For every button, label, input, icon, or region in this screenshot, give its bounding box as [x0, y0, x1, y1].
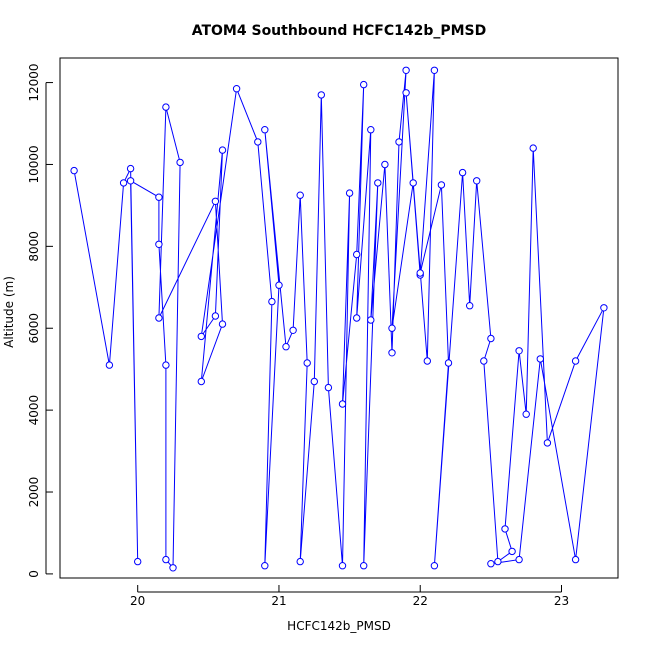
data-point [176, 158, 184, 167]
data-point [487, 560, 495, 568]
data-point [197, 377, 206, 386]
data-point [296, 557, 304, 566]
data-point [402, 66, 410, 75]
x-tick-label: 21 [271, 594, 286, 608]
data-point [338, 562, 347, 570]
data-point [388, 324, 396, 332]
data-point [324, 383, 333, 392]
data-point [571, 555, 580, 564]
data-point [381, 160, 389, 169]
data-point [169, 564, 177, 572]
data-point [409, 179, 417, 187]
data-point [155, 240, 163, 249]
data-point [310, 377, 318, 386]
data-point [345, 189, 354, 197]
data-point [600, 304, 608, 312]
data-point [282, 343, 290, 351]
data-point [211, 197, 220, 206]
data-point [105, 361, 114, 369]
data-point [211, 312, 220, 320]
data-point [487, 334, 495, 343]
y-tick-label: 2000 [27, 477, 41, 508]
data-point [162, 361, 170, 369]
chart-title: ATOM4 Southbound HCFC142b_PMSD [192, 23, 487, 39]
data-point [501, 525, 509, 533]
series-points [70, 66, 608, 572]
y-tick-label: 12000 [27, 63, 41, 101]
data-point [374, 179, 382, 187]
x-tick-label: 22 [413, 594, 428, 608]
data-point [430, 66, 439, 75]
data-point [218, 146, 227, 154]
data-point [254, 138, 262, 146]
data-point [571, 357, 580, 365]
y-tick-label: 8000 [27, 231, 41, 262]
data-point [155, 314, 163, 322]
data-point [473, 177, 481, 185]
data-point [317, 91, 325, 99]
data-point [494, 557, 502, 566]
data-point [367, 126, 375, 134]
data-point [367, 316, 375, 324]
data-point [508, 547, 516, 556]
y-tick-label: 10000 [27, 145, 41, 183]
data-point [444, 359, 453, 367]
data-point [529, 144, 537, 152]
data-point [289, 326, 297, 334]
axes: 20 21 22 23 0 2000 4000 6000 8000 10000 12000 [27, 57, 619, 608]
data-point [303, 359, 311, 367]
data-point [430, 562, 439, 570]
data-point [218, 320, 227, 328]
data-point [261, 562, 269, 570]
series-line [73, 70, 605, 570]
data-point [134, 557, 142, 566]
x-tick-label: 20 [130, 594, 145, 608]
data-point [70, 166, 78, 175]
data-point [395, 138, 403, 146]
data-point [261, 126, 269, 134]
data-point [353, 250, 361, 259]
data-point [338, 400, 347, 408]
data-point [162, 555, 170, 564]
data-point [162, 103, 170, 111]
data-point [275, 281, 283, 289]
data-point [515, 347, 523, 355]
data-point [119, 179, 128, 187]
y-tick-label: 4000 [27, 395, 41, 426]
data-point [437, 181, 446, 189]
x-axis-label: HCFC142b_PMSD [287, 619, 391, 633]
data-point [458, 168, 467, 177]
y-axis-label: Altitude (m) [2, 276, 16, 348]
data-point [197, 332, 206, 341]
data-point [126, 164, 135, 173]
data-point [296, 191, 304, 199]
data-point [360, 80, 368, 89]
data-point [402, 89, 410, 97]
data-point [416, 269, 424, 277]
data-point [522, 410, 530, 418]
data-point [423, 357, 431, 365]
data-point [466, 302, 474, 310]
y-tick-label: 0 [27, 570, 41, 578]
x-tick-label: 23 [554, 594, 569, 608]
data-point [232, 85, 241, 93]
data-point [360, 562, 368, 570]
data-point [268, 297, 276, 306]
data-point [536, 355, 544, 363]
y-tick-label: 6000 [27, 313, 41, 344]
data-point [480, 357, 488, 365]
data-point [353, 314, 361, 322]
data-point [515, 555, 523, 564]
data-point [126, 177, 135, 185]
plot-frame [59, 57, 619, 579]
data-point [543, 439, 552, 447]
series-lines [73, 70, 605, 570]
data-point [388, 349, 396, 357]
data-point [155, 193, 163, 201]
